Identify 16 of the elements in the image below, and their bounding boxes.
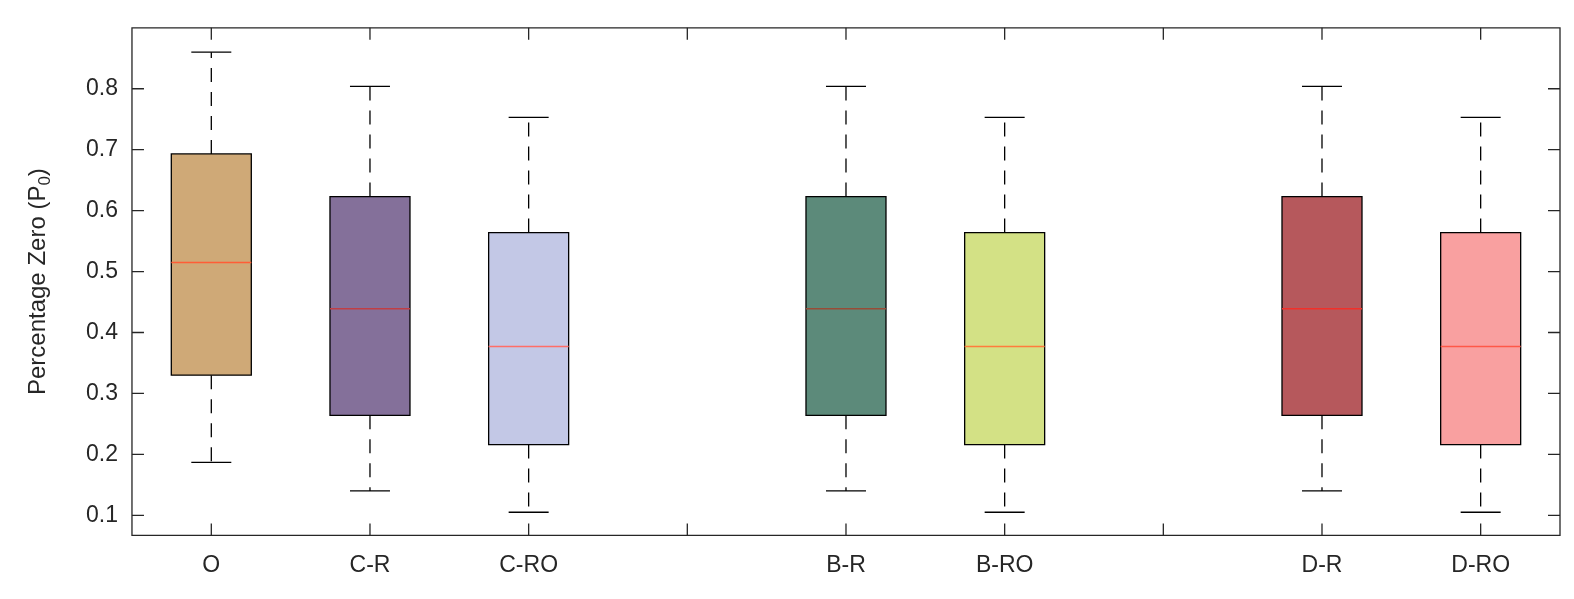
- y-tick-label: 0.4: [85, 317, 119, 344]
- y-tick-label: 0.7: [85, 135, 118, 162]
- x-tick-label: O: [202, 550, 221, 577]
- y-tick-label: 0.5: [85, 256, 118, 283]
- x-tick-label: C-RO: [499, 550, 559, 577]
- x-tick-label: D-RO: [1451, 550, 1511, 577]
- x-tick-label: D-R: [1301, 550, 1343, 577]
- x-tick-label: B-RO: [975, 550, 1034, 577]
- y-axis-title: Percentage Zero (P0): [22, 168, 54, 396]
- y-tick-label: 0.8: [85, 74, 118, 101]
- x-tick-label: C-R: [349, 550, 391, 577]
- y-tick-label: 0.1: [85, 500, 118, 527]
- y-tick-label: 0.2: [85, 439, 118, 466]
- x-tick-label: B-R: [826, 550, 866, 577]
- y-tick-label: 0.6: [85, 195, 118, 222]
- y-tick-label: 0.3: [85, 378, 118, 405]
